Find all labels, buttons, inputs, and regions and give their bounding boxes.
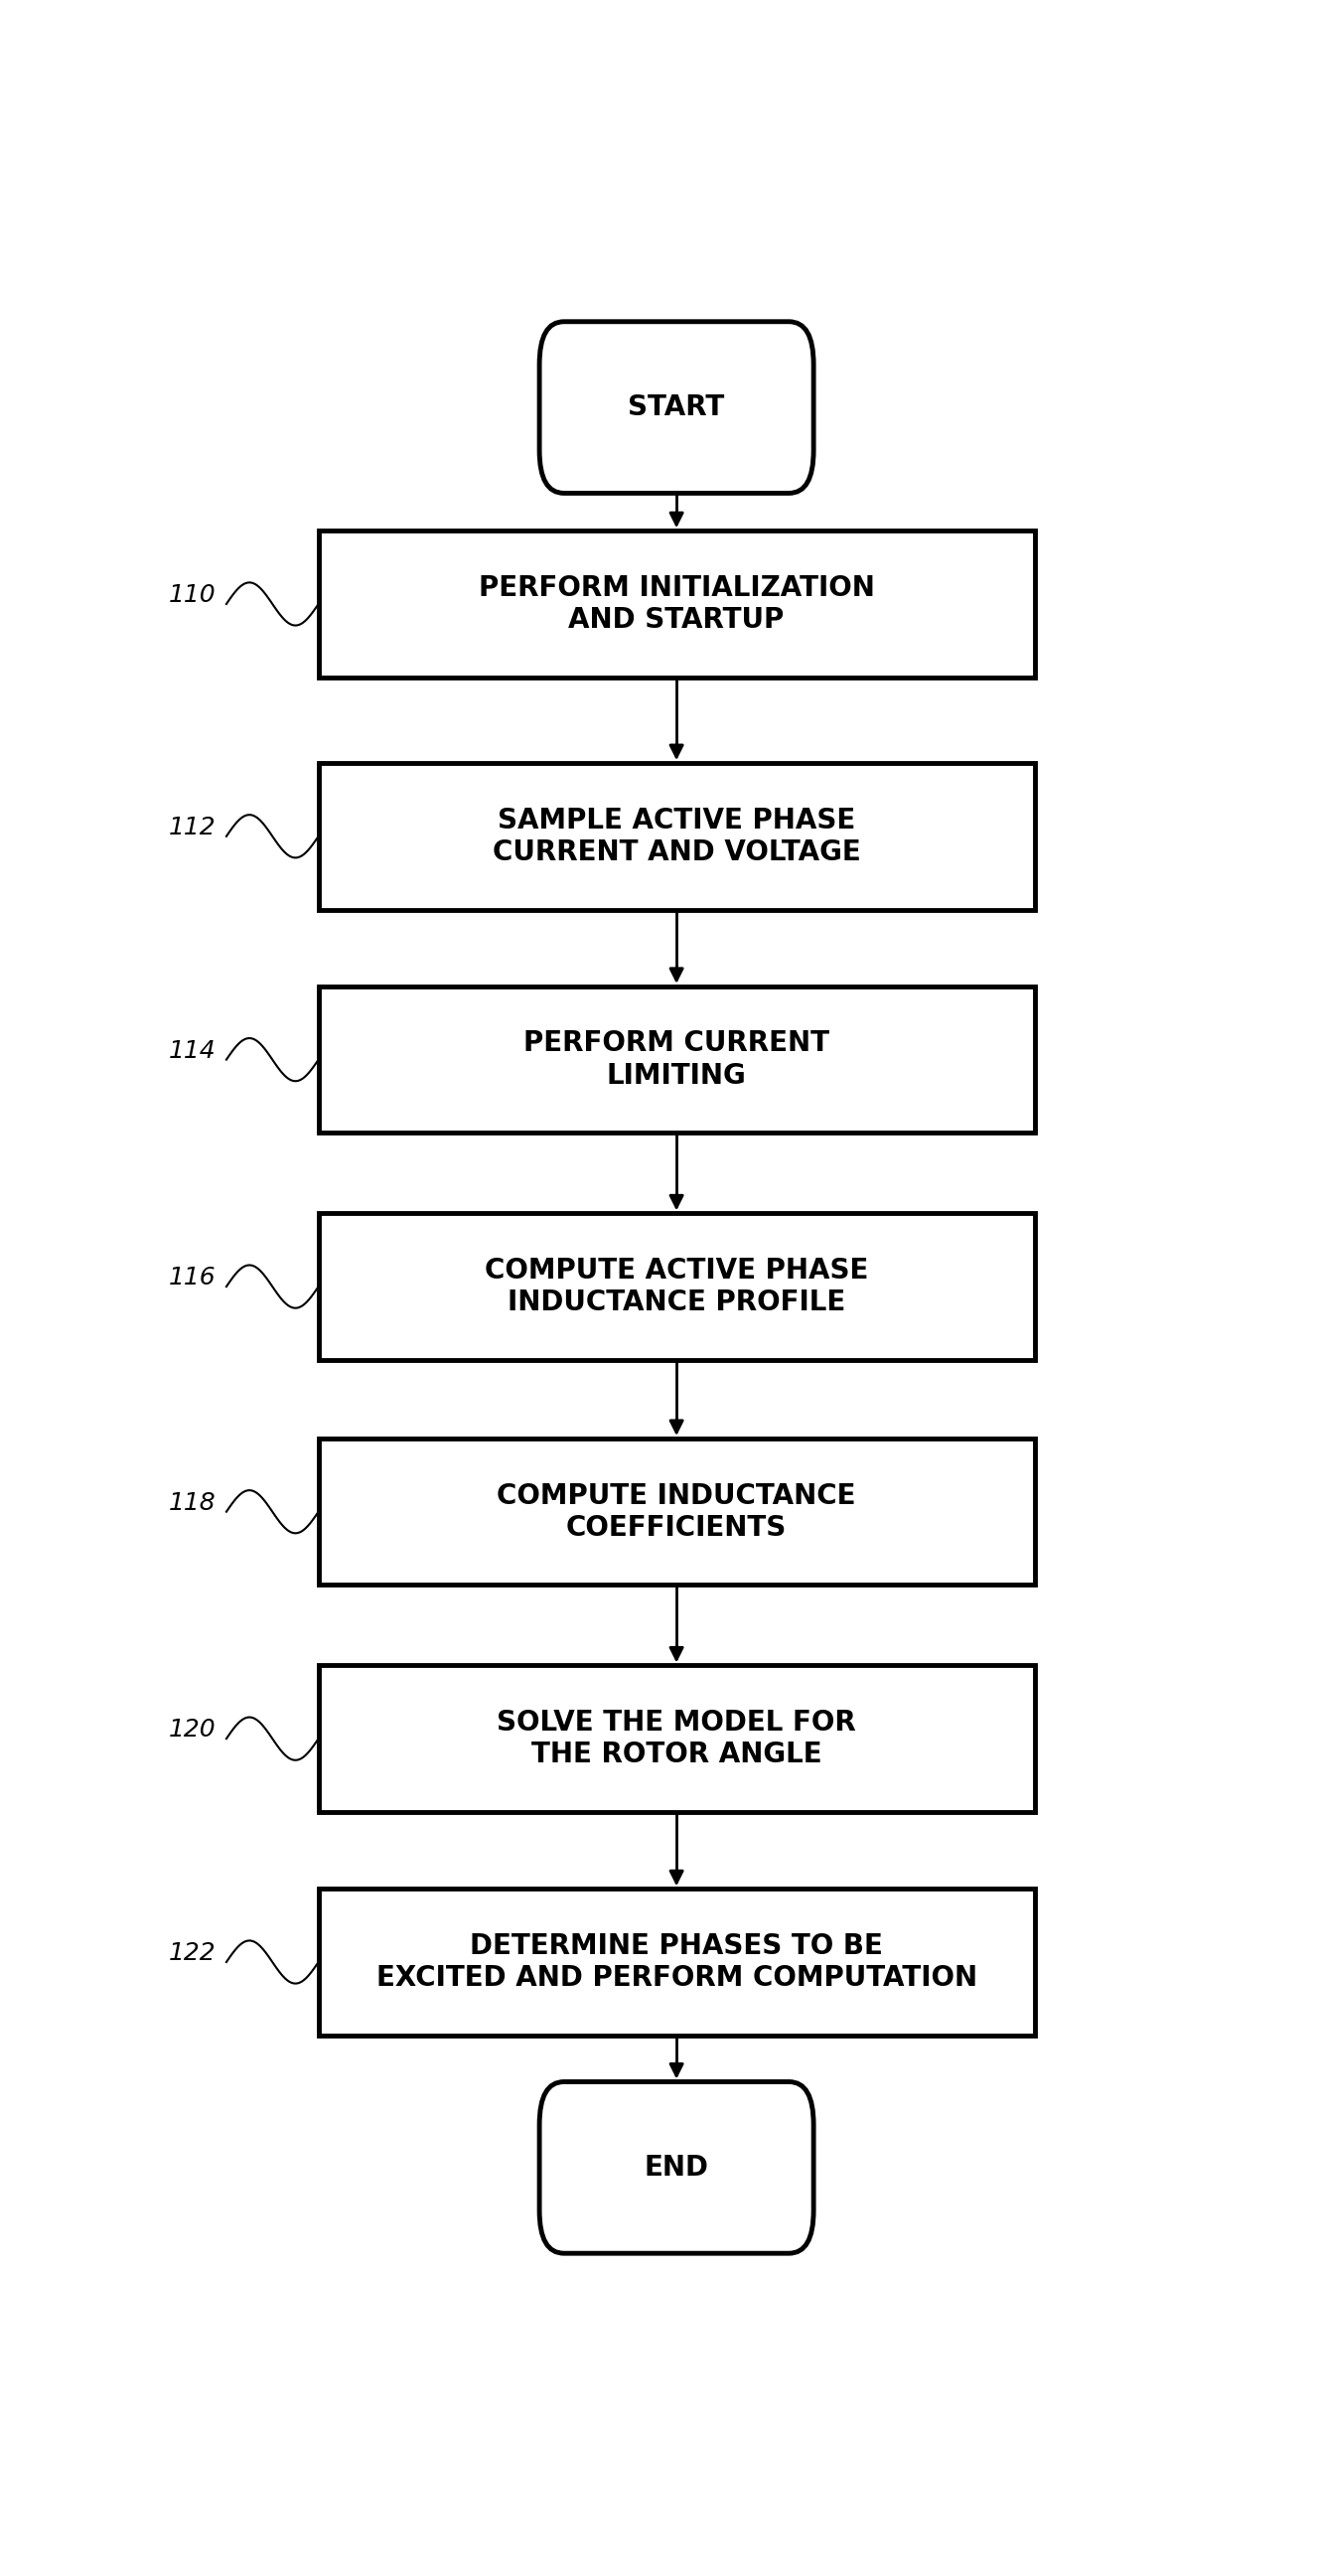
FancyBboxPatch shape — [318, 987, 1035, 1133]
Text: 122: 122 — [169, 1942, 216, 1965]
Text: COMPUTE ACTIVE PHASE
INDUCTANCE PROFILE: COMPUTE ACTIVE PHASE INDUCTANCE PROFILE — [484, 1257, 869, 1316]
FancyBboxPatch shape — [540, 2081, 813, 2254]
Text: 110: 110 — [169, 582, 216, 608]
Text: 116: 116 — [169, 1265, 216, 1291]
Text: SAMPLE ACTIVE PHASE
CURRENT AND VOLTAGE: SAMPLE ACTIVE PHASE CURRENT AND VOLTAGE — [492, 806, 861, 866]
FancyBboxPatch shape — [318, 531, 1035, 677]
Text: 120: 120 — [169, 1718, 216, 1741]
Text: PERFORM INITIALIZATION
AND STARTUP: PERFORM INITIALIZATION AND STARTUP — [478, 574, 875, 634]
Text: DETERMINE PHASES TO BE
EXCITED AND PERFORM COMPUTATION: DETERMINE PHASES TO BE EXCITED AND PERFO… — [376, 1932, 977, 1991]
Text: 112: 112 — [169, 817, 216, 840]
Text: 118: 118 — [169, 1492, 216, 1515]
FancyBboxPatch shape — [318, 1213, 1035, 1360]
Text: COMPUTE INDUCTANCE
COEFFICIENTS: COMPUTE INDUCTANCE COEFFICIENTS — [496, 1481, 857, 1543]
FancyBboxPatch shape — [540, 322, 813, 492]
FancyBboxPatch shape — [318, 762, 1035, 909]
FancyBboxPatch shape — [318, 1437, 1035, 1584]
FancyBboxPatch shape — [318, 1667, 1035, 1811]
Text: PERFORM CURRENT
LIMITING: PERFORM CURRENT LIMITING — [524, 1030, 829, 1090]
Text: SOLVE THE MODEL FOR
THE ROTOR ANGLE: SOLVE THE MODEL FOR THE ROTOR ANGLE — [496, 1708, 857, 1770]
Text: 114: 114 — [169, 1038, 216, 1064]
FancyBboxPatch shape — [318, 1888, 1035, 2035]
Text: END: END — [644, 2154, 709, 2182]
Text: START: START — [628, 394, 725, 422]
